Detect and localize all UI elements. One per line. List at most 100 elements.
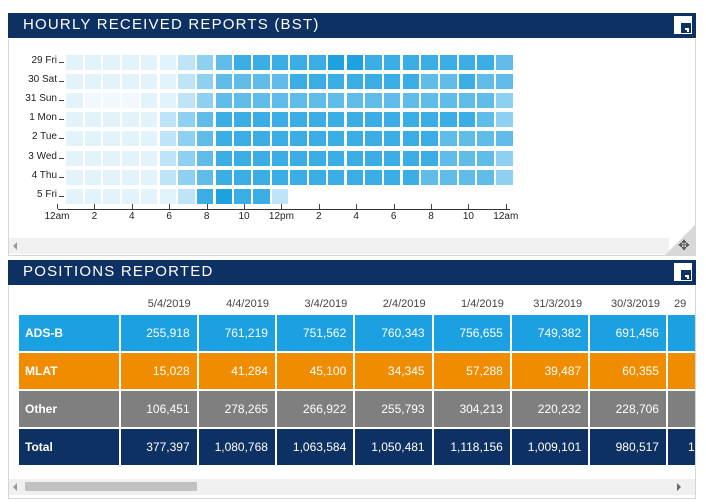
heatmap-cell[interactable] — [327, 169, 345, 185]
heatmap-cell[interactable] — [271, 74, 289, 90]
heatmap-cell[interactable] — [346, 74, 363, 90]
resize-corner[interactable] — [665, 225, 695, 255]
heatmap-cell[interactable] — [309, 131, 326, 147]
heatmap-cell[interactable] — [215, 150, 233, 166]
heatmap-cell[interactable] — [178, 93, 195, 109]
scroll-thumb[interactable] — [25, 482, 197, 491]
heatmap-cell[interactable] — [365, 74, 382, 90]
heatmap-cell[interactable] — [458, 93, 476, 109]
heatmap-cell[interactable] — [103, 131, 120, 147]
heatmap-cell[interactable] — [196, 131, 214, 147]
heatmap-cell[interactable] — [215, 169, 233, 185]
heatmap-cell[interactable] — [290, 55, 307, 70]
heatmap-cell[interactable] — [215, 131, 233, 147]
heatmap-cell[interactable] — [421, 131, 438, 147]
heatmap-cell[interactable] — [66, 150, 83, 166]
heatmap-cell[interactable] — [421, 112, 438, 128]
heatmap-cell[interactable] — [458, 169, 476, 185]
heatmap-cell[interactable] — [496, 169, 513, 185]
heatmap-cell[interactable] — [496, 131, 513, 147]
heatmap-cell[interactable] — [215, 93, 233, 109]
heatmap-cell[interactable] — [402, 150, 420, 166]
heatmap-cell[interactable] — [346, 93, 363, 109]
heatmap-cell[interactable] — [234, 112, 251, 128]
heatmap-cell[interactable] — [159, 169, 176, 185]
heatmap-cell[interactable] — [421, 93, 438, 109]
heatmap-cell[interactable] — [178, 55, 195, 70]
heatmap-cell[interactable] — [383, 131, 401, 147]
heatmap-cell[interactable] — [327, 112, 345, 128]
heatmap-cell[interactable] — [271, 93, 289, 109]
heatmap-cell[interactable] — [421, 169, 438, 185]
heatmap-cell[interactable] — [159, 74, 176, 90]
heatmap-cell[interactable] — [458, 131, 476, 147]
heatmap-cell[interactable] — [477, 169, 494, 185]
heatmap-cell[interactable] — [458, 112, 476, 128]
positions-expand-icon[interactable] — [673, 262, 693, 282]
heatmap-cell[interactable] — [383, 169, 401, 185]
heatmap-cell[interactable] — [253, 112, 270, 128]
heatmap-cell[interactable] — [309, 74, 326, 90]
heatmap-cell[interactable] — [66, 188, 83, 204]
heatmap-cell[interactable] — [215, 188, 233, 204]
heatmap-cell[interactable] — [496, 150, 513, 166]
heatmap-cell[interactable] — [440, 131, 457, 147]
heatmap-cell[interactable] — [253, 55, 270, 70]
positions-scrollbar[interactable] — [9, 479, 695, 495]
heatmap-cell[interactable] — [122, 131, 139, 147]
heatmap-cell[interactable] — [327, 131, 345, 147]
heatmap-scrollbar[interactable] — [9, 238, 669, 254]
heatmap-cell[interactable] — [178, 131, 195, 147]
heatmap-cell[interactable] — [159, 188, 176, 204]
heatmap-cell[interactable] — [346, 169, 363, 185]
heatmap-cell[interactable] — [290, 131, 307, 147]
heatmap-cell[interactable] — [477, 74, 494, 90]
heatmap-cell[interactable] — [496, 112, 513, 128]
heatmap-cell[interactable] — [290, 112, 307, 128]
heatmap-cell[interactable] — [458, 55, 476, 70]
heatmap-cell[interactable] — [234, 188, 251, 204]
scroll-left-arrow-icon[interactable] — [13, 242, 17, 250]
heatmap-cell[interactable] — [327, 93, 345, 109]
heatmap-cell[interactable] — [66, 55, 83, 70]
heatmap-cell[interactable] — [327, 74, 345, 90]
heatmap-cell[interactable] — [140, 169, 158, 185]
heatmap-cell[interactable] — [271, 112, 289, 128]
heatmap-cell[interactable] — [196, 112, 214, 128]
heatmap-cell[interactable] — [271, 150, 289, 166]
heatmap-cell[interactable] — [159, 55, 176, 70]
heatmap-cell[interactable] — [140, 131, 158, 147]
heatmap-cell[interactable] — [327, 55, 345, 70]
heatmap-cell[interactable] — [215, 112, 233, 128]
heatmap-cell[interactable] — [477, 112, 494, 128]
heatmap-cell[interactable] — [178, 169, 195, 185]
scroll-left-arrow-icon[interactable] — [13, 483, 17, 491]
heatmap-cell[interactable] — [496, 93, 513, 109]
heatmap-cell[interactable] — [84, 188, 102, 204]
heatmap-cell[interactable] — [84, 74, 102, 90]
heatmap-cell[interactable] — [383, 150, 401, 166]
heatmap-cell[interactable] — [271, 169, 289, 185]
heatmap-cell[interactable] — [103, 188, 120, 204]
heatmap-cell[interactable] — [178, 112, 195, 128]
heatmap-cell[interactable] — [196, 55, 214, 70]
heatmap-cell[interactable] — [178, 188, 195, 204]
heatmap-cell[interactable] — [196, 74, 214, 90]
heatmap-cell[interactable] — [140, 188, 158, 204]
heatmap-cell[interactable] — [140, 112, 158, 128]
heatmap-cell[interactable] — [178, 74, 195, 90]
heatmap-cell[interactable] — [140, 74, 158, 90]
heatmap-cell[interactable] — [383, 55, 401, 70]
heatmap-cell[interactable] — [84, 150, 102, 166]
heatmap-cell[interactable] — [496, 74, 513, 90]
heatmap-cell[interactable] — [271, 131, 289, 147]
heatmap-cell[interactable] — [66, 112, 83, 128]
heatmap-cell[interactable] — [103, 150, 120, 166]
heatmap-cell[interactable] — [103, 112, 120, 128]
heatmap-cell[interactable] — [309, 169, 326, 185]
heatmap-cell[interactable] — [383, 112, 401, 128]
heatmap-cell[interactable] — [346, 150, 363, 166]
heatmap-cell[interactable] — [140, 55, 158, 70]
heatmap-cell[interactable] — [290, 150, 307, 166]
heatmap-cell[interactable] — [103, 169, 120, 185]
